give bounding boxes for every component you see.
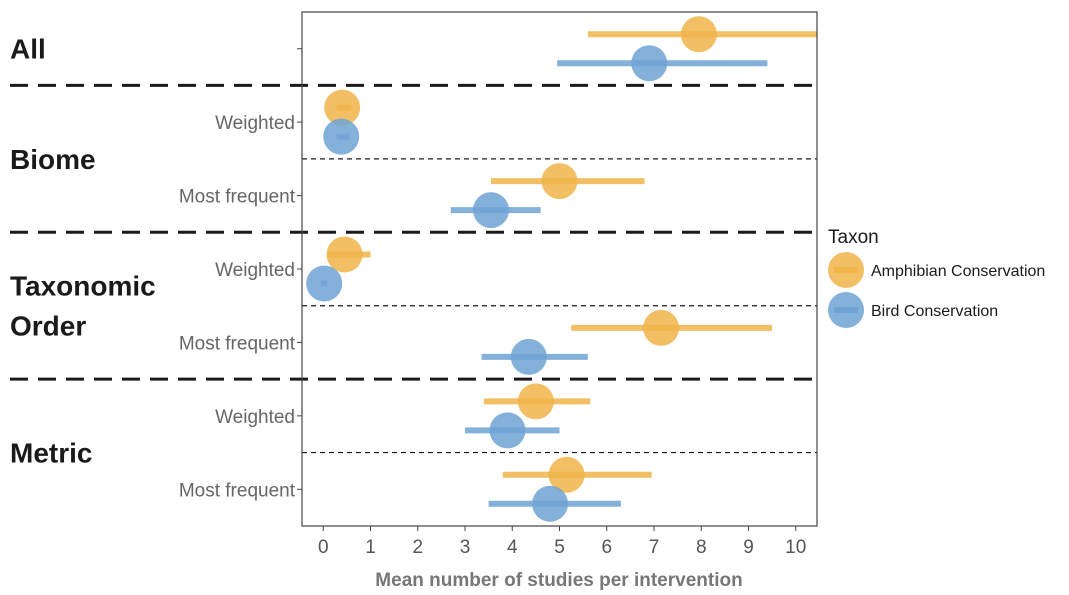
mean-points [306,16,717,522]
mean-point-amph [548,456,585,493]
x-tick-label: 0 [318,537,329,558]
mean-point-bird [489,412,526,449]
mean-point-bird [510,338,547,375]
plot-panel-border [301,11,818,527]
row-labels: Weighted Most frequent Weighted Most freque… [179,113,296,501]
mean-point-amph [326,236,363,273]
mean-point-bird [306,265,343,302]
x-tick-label: 1 [365,537,376,558]
mean-point-bird [532,485,569,522]
row-label: Most frequent [179,480,296,501]
mean-point-amph [517,383,554,420]
x-axis-ticks: 0 1 2 3 4 5 6 7 8 9 10 [318,526,806,558]
x-tick-label: 7 [649,537,660,558]
row-label: Weighted [215,113,295,134]
row-label: Weighted [215,407,295,428]
mean-point-amph [680,16,717,53]
group-label-all: All [10,34,46,65]
subgroup-separators [302,158,817,454]
legend-label-amph: Amphibian Conservation [871,263,1045,280]
x-tick-label: 5 [554,537,565,558]
x-tick-label: 3 [460,537,471,558]
group-labels: All Biome Taxonomic Order Metric [10,34,156,469]
x-tick-label: 9 [743,537,754,558]
group-separators [10,83,817,381]
legend: Taxon Amphibian Conservation Bird Conserv… [828,227,1045,328]
row-label: Most frequent [179,333,296,354]
x-tick-label: 8 [696,537,707,558]
x-tick-label: 6 [601,537,612,558]
mean-point-bird [472,192,509,229]
legend-title: Taxon [828,227,879,248]
x-axis-title: Mean number of studies per intervention [375,570,742,590]
x-tick-label: 2 [412,537,423,558]
x-tick-label: 4 [507,537,518,558]
mean-point-amph [643,309,680,346]
row-label: Most frequent [179,187,296,208]
row-label: Weighted [215,260,295,281]
legend-label-bird: Bird Conservation [871,303,998,320]
mean-point-bird [323,118,360,155]
mean-point-amph [324,89,361,126]
group-label-taxonomic_order: Taxonomic [10,271,156,302]
mean-point-bird [631,45,668,82]
group-label-biome: Biome [10,144,96,175]
error-bars [320,31,817,507]
group-label-metric: Metric [10,438,92,469]
mean-point-amph [541,163,578,200]
y-ticks [297,48,302,490]
x-tick-label: 10 [785,537,806,558]
group-label-taxonomic_order: Order [10,311,86,342]
